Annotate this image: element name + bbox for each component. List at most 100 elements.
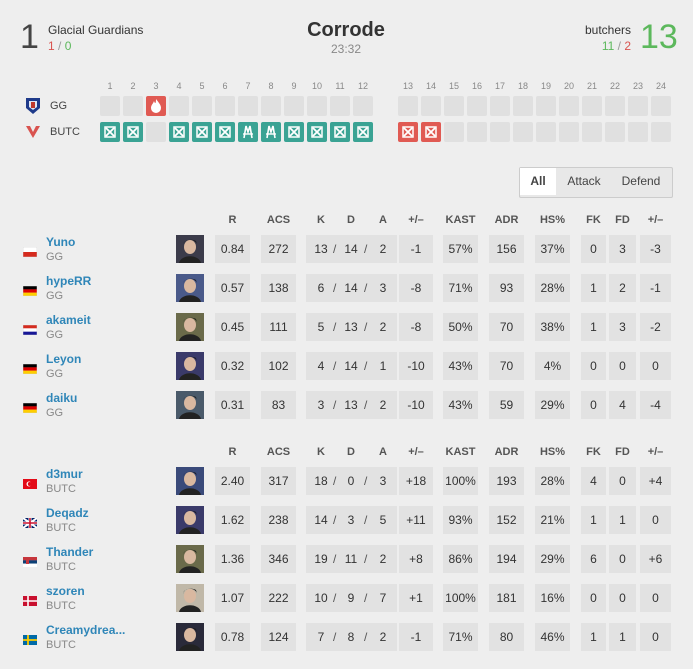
- player-team: GG: [46, 329, 64, 341]
- round-empty: [146, 122, 166, 142]
- duration: 23:32: [330, 42, 362, 56]
- stat-value: 28%: [540, 281, 565, 295]
- tab-defend[interactable]: Defend: [621, 174, 661, 188]
- stat-value: 9: [347, 591, 355, 605]
- stat-cell: [640, 545, 671, 573]
- stat-value: 0: [619, 474, 626, 488]
- stat-cell: [443, 391, 478, 419]
- agent-icon: [176, 584, 204, 612]
- stat-value: 29%: [540, 398, 565, 412]
- tab-attack[interactable]: Attack: [567, 174, 601, 188]
- stat-value: 5: [317, 320, 325, 334]
- agent-icon: [176, 235, 204, 263]
- kda-separator: /: [333, 281, 337, 295]
- stat-cell: [489, 623, 524, 651]
- round-number: 17: [494, 81, 505, 91]
- stat-cell: [609, 506, 636, 534]
- stat-value: 124: [268, 630, 289, 644]
- round-empty: [444, 96, 464, 116]
- stat-cell: [306, 313, 397, 341]
- stat-value: 80: [499, 630, 514, 644]
- round-empty: [536, 122, 556, 142]
- round-empty: [353, 96, 373, 116]
- round-icon: [243, 125, 253, 139]
- round-empty: [536, 96, 556, 116]
- stat-value: 29%: [540, 552, 565, 566]
- round-number: 10: [311, 81, 322, 91]
- stat-cell: [443, 623, 478, 651]
- round-number: 15: [448, 81, 459, 91]
- stat-cell: [489, 545, 524, 573]
- stat-cell: [215, 545, 250, 573]
- round-win: [146, 96, 166, 116]
- agent-icon: [176, 623, 204, 651]
- kda-separator: /: [333, 591, 337, 605]
- player-name[interactable]: szoren: [46, 584, 85, 598]
- round-empty: [307, 96, 327, 116]
- player-name[interactable]: Leyon: [46, 352, 82, 366]
- stat-cell: [306, 467, 397, 495]
- stat-value: 1: [619, 513, 626, 527]
- stat-cell: [399, 274, 433, 302]
- stat-value: 222: [268, 591, 289, 605]
- column-header: FK: [586, 446, 601, 458]
- player-name[interactable]: Yuno: [46, 235, 76, 249]
- round-empty: [651, 96, 671, 116]
- stat-cell: [609, 313, 636, 341]
- stat-value: 0: [652, 591, 659, 605]
- stat-cell: [443, 467, 478, 495]
- stat-value: -1: [410, 242, 422, 256]
- stat-value: +1: [409, 591, 423, 605]
- stat-cell: [640, 467, 671, 495]
- stat-value: 38%: [540, 320, 565, 334]
- flag: [23, 476, 37, 489]
- stat-cell: [443, 352, 478, 380]
- player-name[interactable]: d3mur: [46, 467, 83, 481]
- round-team-label: GG: [50, 100, 68, 112]
- stat-value: 3: [379, 474, 387, 488]
- kda-separator: /: [364, 474, 368, 488]
- player-name[interactable]: Thander: [46, 545, 94, 559]
- stat-cell: [640, 313, 671, 341]
- round-icon: [219, 126, 231, 138]
- stat-cell: [609, 584, 636, 612]
- player-name[interactable]: akameit: [46, 313, 91, 327]
- player-name[interactable]: hypeRR: [46, 274, 92, 288]
- player-name[interactable]: daiku: [46, 391, 78, 405]
- stat-value: 1.36: [220, 552, 245, 566]
- stat-value: 13: [314, 242, 328, 256]
- flag: [22, 244, 38, 258]
- round-number: 19: [540, 81, 551, 91]
- stat-cell: [306, 545, 397, 573]
- stat-value: 2: [379, 398, 387, 412]
- stat-value: 238: [268, 513, 289, 527]
- round-empty: [582, 122, 602, 142]
- player-name[interactable]: Creamydrea...: [46, 623, 126, 637]
- round-number: 4: [176, 81, 182, 91]
- round-empty: [421, 96, 441, 116]
- player-name[interactable]: Deqadz: [46, 506, 89, 520]
- stat-value: 43%: [448, 359, 473, 373]
- agent-icon: [176, 352, 204, 380]
- stat-cell: [443, 274, 478, 302]
- stat-cell: [261, 235, 296, 263]
- stat-value: +18: [405, 474, 427, 488]
- column-header: +/–: [647, 214, 664, 226]
- tab-all[interactable]: All: [520, 168, 556, 195]
- round-number: 13: [402, 81, 413, 91]
- stat-cell: [489, 235, 524, 263]
- stat-value: 19: [314, 552, 328, 566]
- round-icon: [266, 125, 276, 139]
- round-empty: [398, 96, 418, 116]
- flag-icon: [22, 285, 38, 297]
- stat-cell: [215, 584, 250, 612]
- round-number: 7: [245, 81, 251, 91]
- stat-value: 21%: [540, 513, 565, 527]
- column-header: D: [347, 446, 355, 458]
- stat-value: 2: [379, 630, 387, 644]
- stat-value: 4%: [543, 359, 562, 373]
- round-empty: [467, 122, 487, 142]
- kda-separator: /: [333, 320, 337, 334]
- stat-cell: [609, 352, 636, 380]
- stat-value: 8: [347, 630, 355, 644]
